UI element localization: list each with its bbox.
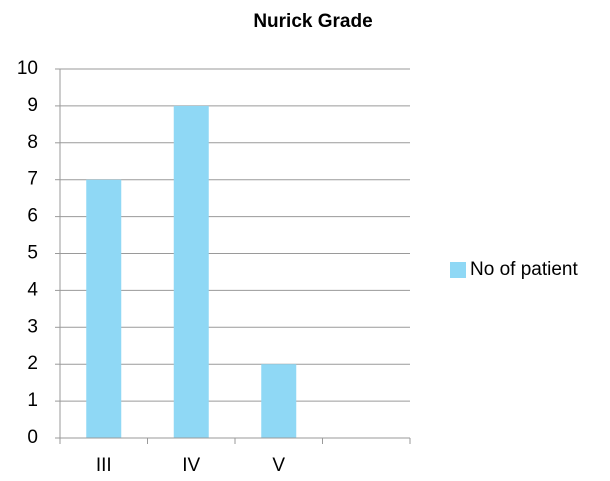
bar	[261, 364, 297, 438]
y-tick-label: 4	[27, 279, 38, 300]
x-tick-label: III	[96, 455, 112, 476]
y-tick-label: 1	[27, 390, 38, 411]
chart-title: Nurick Grade	[253, 11, 372, 32]
y-tick-label: 9	[27, 95, 38, 116]
y-tick-label: 8	[27, 132, 38, 153]
x-tick-label: IV	[182, 455, 200, 476]
x-tick-label: V	[272, 455, 285, 476]
legend-swatch	[450, 262, 466, 278]
bar	[86, 179, 122, 438]
y-tick-label: 0	[27, 427, 38, 448]
y-tick-label: 5	[27, 243, 38, 264]
y-tick-label: 3	[27, 316, 38, 337]
y-tick-label: 7	[27, 169, 38, 190]
y-tick-label: 10	[17, 58, 38, 79]
legend-label: No of patient	[470, 259, 578, 280]
y-tick-label: 2	[27, 353, 38, 374]
bar	[173, 105, 209, 439]
y-tick-label: 6	[27, 206, 38, 227]
